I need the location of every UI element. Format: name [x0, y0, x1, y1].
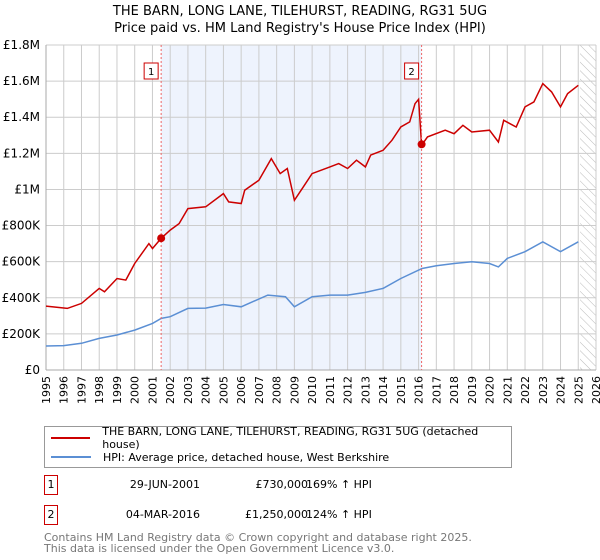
y-tick-label: £0 [25, 363, 40, 377]
x-tick-label: 2011 [324, 376, 337, 404]
x-tick-label: 2007 [253, 376, 266, 404]
price-chart: 1 2 1995 1996 1997 1998 1999 2000 2001 2002 2003 2… [2, 38, 600, 404]
x-tick-label: 1996 [58, 376, 71, 404]
sale-date: 04-MAR-2016 [125, 508, 200, 521]
legend-item-hpi: HPI: Average price, detached house, West… [45, 448, 389, 466]
x-tick-label: 2005 [217, 376, 230, 404]
property-price-line [45, 82, 579, 310]
sale-hpi-change: 169% ↑ HPI [306, 478, 372, 491]
y-tick-label: £1.2M [3, 146, 40, 160]
sale-marker-badge: 2 [44, 505, 58, 525]
x-tick-label: 2009 [288, 376, 301, 404]
x-tick-label: 2022 [519, 376, 532, 404]
x-tick-label: 2014 [377, 376, 390, 404]
x-tick-label: 2008 [271, 376, 284, 404]
x-tick-label: 2015 [395, 376, 408, 404]
forecast-hatch [580, 45, 596, 370]
y-tick-label: £800K [2, 219, 42, 233]
hpi-line-swatch [51, 456, 91, 458]
y-tick-label: £400K [2, 291, 42, 305]
legend: THE BARN, LONG LANE, TILEHURST, READING,… [44, 425, 512, 468]
x-tick-label: 2002 [164, 376, 177, 404]
sale-label-box [404, 62, 420, 80]
x-tick-label: 2023 [537, 376, 550, 404]
y-tick-label: £1.6M [3, 74, 40, 88]
attribution-line: This data is licensed under the Open Gov… [44, 542, 395, 555]
sale-date: 29-JUN-2001 [129, 478, 200, 491]
x-tick-label: 2013 [359, 376, 372, 404]
y-tick-label: £600K [2, 255, 42, 269]
x-tick-label: 2000 [129, 376, 142, 404]
sale-row: 2 04-MAR-2016 £1,250,000 124% ↑ HPI [44, 505, 544, 525]
chart-subtitle: Price paid vs. HM Land Registry's House … [114, 21, 486, 36]
sale-point [417, 140, 426, 149]
sale-price: £730,000 [255, 478, 309, 491]
legend-item-property: THE BARN, LONG LANE, TILEHURST, READING,… [45, 425, 511, 451]
x-tick-label: 1998 [93, 376, 106, 404]
y-tick-label: £200K [2, 327, 42, 341]
sale-price: £1,250,000 [245, 508, 308, 521]
x-tick-label: 2017 [430, 376, 443, 404]
x-tick-label: 2026 [590, 376, 600, 404]
property-line-swatch [51, 437, 91, 439]
x-tick-label: 2016 [413, 376, 426, 404]
sale-point [157, 234, 166, 243]
sale-label: 1 [148, 67, 154, 78]
hpi-line [45, 240, 579, 347]
legend-label: THE BARN, LONG LANE, TILEHURST, READING,… [102, 425, 479, 451]
sale-hpi-change: 124% ↑ HPI [306, 508, 372, 521]
x-tick-label: 2001 [146, 376, 159, 404]
y-tick-label: £1M [14, 182, 40, 196]
chart-title: THE BARN, LONG LANE, TILEHURST, READING,… [112, 4, 488, 19]
x-tick-label: 2024 [555, 376, 568, 404]
x-tick-label: 2012 [342, 376, 355, 404]
x-tick-label: 2003 [182, 376, 195, 404]
attribution: Contains HM Land Registry data © Crown c… [44, 532, 472, 554]
x-tick-label: 2025 [572, 376, 585, 404]
x-tick-label: 2021 [501, 376, 514, 404]
x-tick-label: 2004 [200, 376, 213, 404]
x-tick-label: 2018 [448, 376, 461, 404]
sale-label: 2 [408, 67, 414, 78]
y-tick-label: £1.4M [3, 110, 40, 124]
x-tick-label: 2020 [484, 376, 497, 404]
x-tick-label: 2006 [235, 376, 248, 404]
sale-marker-badge: 1 [44, 475, 58, 495]
sale-row: 1 29-JUN-2001 £730,000 169% ↑ HPI [44, 475, 544, 495]
x-tick-label: 1999 [111, 376, 124, 404]
y-tick-label: £1.8M [3, 38, 40, 52]
x-tick-label: 1995 [40, 376, 53, 404]
x-tick-label: 1997 [75, 376, 88, 404]
attribution-line: Contains HM Land Registry data © Crown c… [44, 531, 472, 544]
sale-label-box [143, 62, 159, 80]
x-tick-label: 2010 [306, 376, 319, 404]
legend-label: HPI: Average price, detached house, West… [103, 450, 390, 464]
x-tick-label: 2019 [466, 376, 479, 404]
